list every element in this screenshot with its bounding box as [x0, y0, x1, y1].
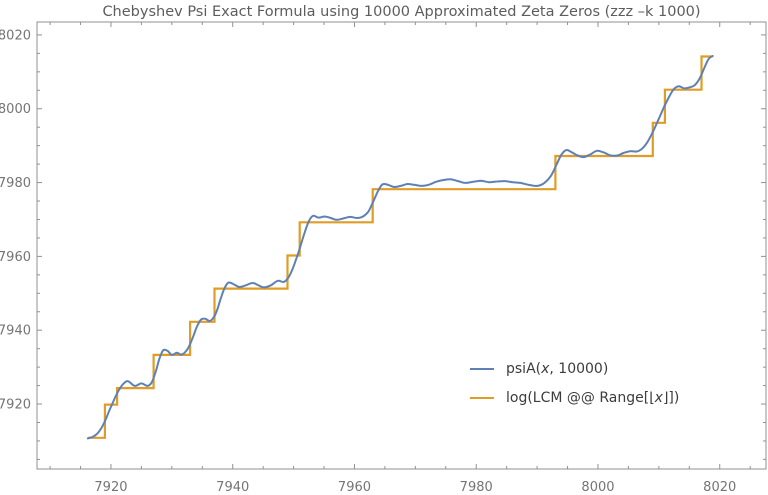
x-axis-tick-label: 7960 [338, 480, 371, 495]
y-axis-tick-label: 7980 [0, 176, 31, 191]
y-axis-tick-label: 7940 [0, 324, 31, 339]
legend-label-psi-post: , 10000) [549, 361, 609, 377]
legend-label-lcm-pre: log(LCM @@ Range[⌊ [506, 390, 655, 406]
legend-label-psi-var: x [541, 361, 550, 377]
legend: psiA(x, 10000) log(LCM @@ Range[⌊x⌋]) [470, 358, 679, 416]
plot-frame [36, 21, 767, 470]
x-axis-tick-label: 8020 [703, 480, 736, 495]
legend-item-lcm: log(LCM @@ Range[⌊x⌋]) [470, 387, 679, 409]
log-lcm-step-curve [87, 55, 713, 439]
plot-title: Chebyshev Psi Exact Formula using 10000 … [102, 4, 701, 20]
x-axis-tick-label: 7920 [94, 480, 127, 495]
legend-label-lcm: log(LCM @@ Range[⌊x⌋]) [506, 390, 679, 406]
legend-label-lcm-var: x [654, 390, 663, 406]
legend-line-psi-swatch [470, 368, 494, 370]
x-axis-tick-label: 7940 [216, 480, 249, 495]
y-axis-tick-label: 8020 [0, 28, 31, 43]
x-axis-tick-label: 8000 [581, 480, 614, 495]
legend-item-psi: psiA(x, 10000) [470, 358, 679, 380]
y-axis-tick-label: 8000 [0, 102, 31, 117]
legend-label-lcm-post: ⌋]) [662, 390, 680, 406]
y-axis-tick-label: 7920 [0, 398, 31, 413]
x-axis-tick-label: 7980 [460, 480, 493, 495]
legend-label-psi-pre: psiA( [506, 361, 542, 377]
legend-label-psi: psiA(x, 10000) [506, 361, 608, 377]
psi-approx-curve [86, 55, 714, 440]
y-axis-tick-label: 7960 [0, 250, 31, 265]
legend-line-lcm-swatch [470, 397, 494, 399]
